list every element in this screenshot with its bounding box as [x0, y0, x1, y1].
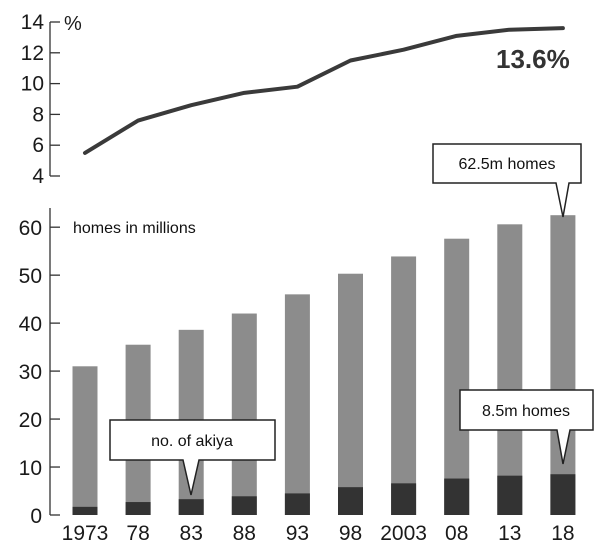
bar-y-axis-label: homes in millions: [73, 220, 196, 237]
line-y-tick-label: 4: [32, 165, 44, 188]
akiya-bar: [231, 496, 257, 515]
akiya-bar: [72, 506, 98, 515]
bar-y-tick-label: 40: [19, 313, 42, 336]
line-y-tick-label: 14: [21, 11, 45, 34]
x-tick-label: 18: [551, 522, 574, 545]
x-axis-ticks: 1973 78 83 88 93 98 2003 08 13 18: [62, 522, 575, 545]
homes-bar: [444, 238, 470, 515]
line-y-tick-label: 10: [21, 73, 44, 96]
akiya-bar: [391, 483, 417, 515]
x-tick-label: 13: [498, 522, 521, 545]
homes-bar: [497, 224, 523, 515]
akiya-bar: [178, 499, 204, 515]
bar-y-tick-label: 20: [19, 409, 42, 432]
homes-bar: [550, 215, 576, 515]
akiya-bar: [497, 475, 523, 515]
line-y-tick-label: 12: [21, 42, 44, 65]
x-tick-label: 1973: [62, 522, 109, 545]
akiya-homes-callout-text: 8.5m homes: [482, 403, 570, 420]
akiya-bar: [444, 478, 470, 515]
akiya-count-callout: no. of akiya: [109, 419, 276, 496]
bar-y-tick-label: 0: [30, 505, 42, 528]
x-tick-label: 98: [339, 522, 362, 545]
bar-y-tick-label: 30: [19, 361, 42, 384]
total-homes-callout-text: 62.5m homes: [459, 156, 556, 173]
homes-bar: [72, 366, 98, 515]
line-y-tick-label: 6: [32, 134, 44, 157]
bars: [72, 215, 576, 515]
akiya-bar: [550, 474, 576, 515]
x-tick-label: 93: [286, 522, 309, 545]
line-end-label: 13.6%: [496, 44, 570, 74]
line-y-axis: 4 6 8 10 12 14: [21, 11, 60, 188]
line-chart: 4 6 8 10 12 14 % 13.6%: [21, 11, 570, 188]
vacancy-rate-line: [83, 26, 565, 155]
homes-bar: [284, 294, 310, 515]
line-unit-label: %: [64, 13, 82, 35]
akiya-bar: [125, 502, 151, 515]
homes-bar: [231, 313, 257, 515]
line-y-tick-label: 8: [32, 103, 44, 126]
akiya-bar: [284, 493, 310, 515]
x-tick-label: 78: [126, 522, 149, 545]
bar-y-axis: 0 10 20 30 40 50 60: [19, 208, 60, 528]
x-tick-label: 2003: [380, 522, 427, 545]
homes-bar: [338, 273, 363, 515]
x-tick-label: 08: [445, 522, 468, 545]
bar-y-tick-label: 60: [19, 217, 42, 240]
bar-y-tick-label: 10: [19, 457, 42, 480]
total-homes-callout: 62.5m homes: [432, 143, 582, 218]
akiya-bar: [338, 487, 363, 515]
bar-y-tick-label: 50: [19, 265, 42, 288]
bar-chart: 0 10 20 30 40 50 60 homes in millions 1973 78 83…: [19, 143, 594, 545]
akiya-count-callout-text: no. of akiya: [151, 433, 233, 450]
x-tick-label: 83: [180, 522, 203, 545]
x-tick-label: 88: [233, 522, 256, 545]
akiya-homes-callout: 8.5m homes: [459, 389, 594, 465]
homes-bar: [391, 256, 417, 515]
